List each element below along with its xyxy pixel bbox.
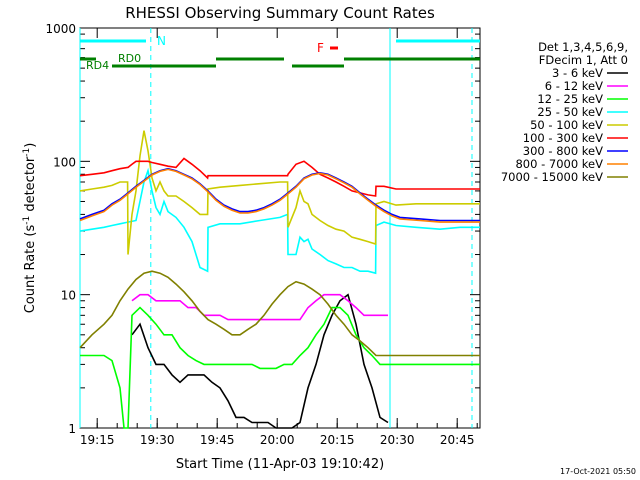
annotation-rd0: RD0 [118, 52, 141, 65]
x-tick-label: 19:30 [140, 433, 175, 447]
y-axis-label-mid: detector [23, 156, 38, 216]
x-tick-label: 20:30 [380, 433, 415, 447]
x-axis-label: Start Time (11-Apr-03 19:10:42) [176, 457, 384, 472]
legend-label: 50 - 100 keV [530, 118, 603, 132]
y-axis-label-main: Count Rate (s [23, 225, 38, 314]
series-lines [79, 130, 480, 429]
legend-label: 3 - 6 keV [552, 66, 603, 80]
y-tick-label: 1 [68, 422, 76, 436]
legend-label: 25 - 50 keV [537, 105, 603, 119]
y-axis-label-sup2: -1 [22, 148, 32, 157]
series-line-7000-15000-kev [79, 270, 480, 357]
series-line-12-25-kev [80, 306, 480, 429]
x-tick-label: 20:15 [320, 433, 355, 447]
y-tick-label: 10 [61, 289, 76, 303]
legend: Det 1,3,4,5,6,9, FDecim 1, Att 0 3 - 6 k… [501, 40, 628, 184]
x-tick-label: 19:15 [80, 433, 115, 447]
y-axis-label: Count Rate (s-1 detector-1) [22, 143, 38, 314]
legend-header-1: Det 1,3,4,5,6,9, [538, 40, 628, 54]
legend-label: 7000 - 15000 keV [501, 170, 603, 184]
x-tick-label: 20:00 [260, 433, 295, 447]
y-tick-label: 100 [53, 155, 76, 169]
x-tick-label: 20:45 [440, 433, 475, 447]
annotation-n: N [157, 34, 166, 48]
y-axis-label-sup1: -1 [22, 216, 32, 225]
series-line-100-300-kev [79, 157, 480, 197]
legend-label: 100 - 300 keV [523, 131, 603, 145]
series-line-800-7000-kev [79, 168, 480, 223]
timestamp: 17-Oct-2021 05:50 [560, 467, 636, 476]
status-bars [80, 39, 480, 68]
legend-label: 800 - 7000 keV [515, 157, 603, 171]
axis-ticks: 1 10 100 1000 19:15 19:30 19:45 20:00 20:15 20:30… [45, 22, 480, 447]
legend-label: 12 - 25 keV [537, 92, 603, 106]
series-line-25-50-kev [79, 167, 480, 275]
legend-label: 300 - 800 keV [523, 144, 603, 158]
annotation-f: F [317, 41, 324, 55]
y-tick-label: 1000 [45, 22, 76, 36]
svg-text:Count Rate (s-1 detector-1): Count Rate (s-1 detector-1) [22, 143, 38, 314]
annotation-rd4: RD4 [86, 59, 109, 72]
legend-header-2: FDecim 1, Att 0 [539, 53, 628, 67]
series-line-50-100-kev [79, 130, 480, 255]
chart-title: RHESSI Observing Summary Count Rates [125, 4, 435, 22]
x-tick-label: 19:45 [200, 433, 235, 447]
y-axis-label-end: ) [23, 143, 38, 148]
series-line-3-6-kev [131, 293, 389, 429]
legend-label: 6 - 12 keV [545, 79, 603, 93]
